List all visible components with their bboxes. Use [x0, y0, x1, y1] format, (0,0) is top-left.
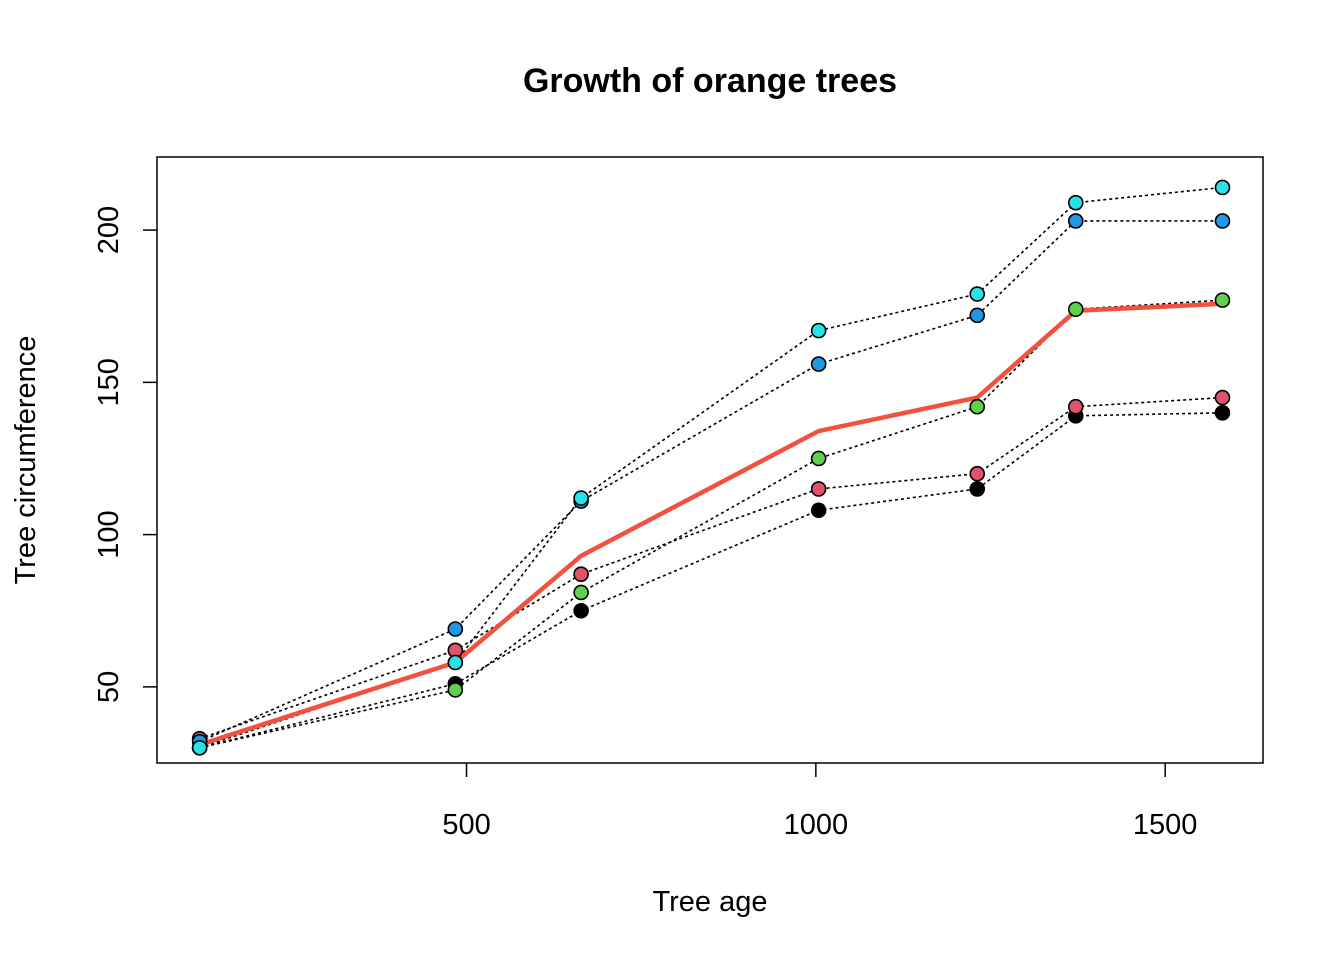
x-axis-label: Tree age — [653, 886, 768, 918]
y-tick-label: 100 — [93, 510, 125, 558]
data-point-tree-5 — [1214, 179, 1231, 196]
data-point-tree-5 — [810, 322, 827, 339]
data-point-tree-4 — [969, 307, 986, 324]
data-point-tree-3 — [969, 398, 986, 415]
y-tick-label: 150 — [93, 358, 125, 406]
series-line-tree-4 — [199, 220, 1223, 743]
series-line-tree-2 — [199, 396, 1223, 740]
data-point-tree-3 — [573, 584, 589, 601]
data-point-tree-3 — [1214, 292, 1231, 308]
y-tick-label: 200 — [93, 206, 125, 254]
data-point-tree-2 — [810, 481, 827, 497]
data-point-tree-1 — [810, 502, 827, 519]
data-point-tree-4 — [810, 356, 827, 372]
y-tick-label: 50 — [93, 671, 125, 703]
data-point-tree-4 — [1067, 213, 1084, 229]
data-point-tree-3 — [447, 682, 464, 698]
data-point-tree-1 — [573, 602, 589, 619]
data-point-tree-5 — [191, 739, 208, 756]
data-point-tree-5 — [447, 654, 464, 671]
plot-area — [191, 179, 1231, 756]
data-point-tree-2 — [1214, 389, 1231, 406]
chart-title: Growth of orange trees — [523, 62, 897, 100]
data-point-tree-2 — [573, 566, 589, 582]
data-point-tree-2 — [969, 465, 986, 482]
data-point-tree-5 — [1067, 194, 1084, 211]
x-tick-label: 500 — [442, 809, 490, 841]
data-point-tree-3 — [810, 450, 827, 467]
plot-frame — [156, 156, 1264, 764]
data-point-tree-2 — [1067, 398, 1084, 415]
data-point-tree-1 — [969, 481, 986, 497]
data-point-tree-5 — [969, 286, 986, 302]
x-tick-label: 1000 — [784, 809, 849, 841]
series-line-tree-3 — [199, 299, 1223, 749]
data-point-tree-3 — [1067, 301, 1084, 318]
data-point-tree-5 — [573, 490, 589, 506]
data-point-tree-4 — [447, 621, 464, 637]
series-line-tree-5 — [199, 186, 1223, 749]
data-point-tree-4 — [1214, 213, 1231, 229]
series-line-mean — [197, 301, 1225, 747]
x-tick-label: 1500 — [1133, 809, 1198, 841]
data-point-tree-1 — [1214, 404, 1231, 421]
y-axis-label: Tree circumference — [10, 336, 42, 585]
